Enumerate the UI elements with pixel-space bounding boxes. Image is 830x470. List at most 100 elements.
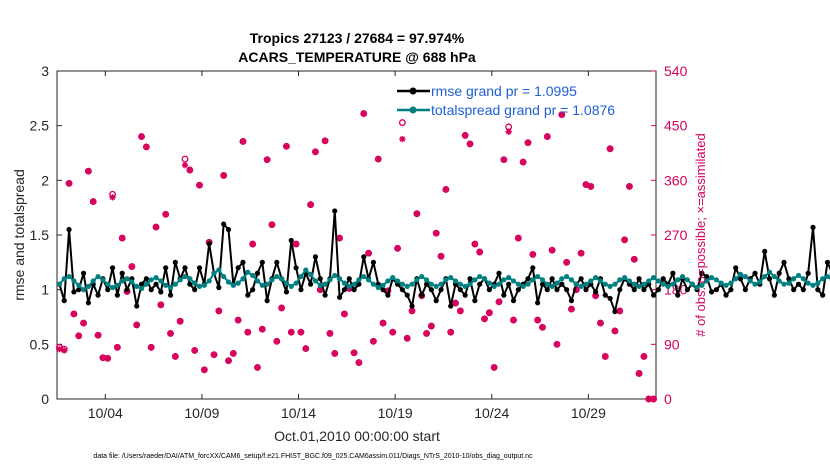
rmse-point — [264, 298, 270, 304]
rmse-point — [762, 248, 768, 254]
totalspread-point — [433, 283, 439, 289]
x-tick-label: 10/14 — [281, 405, 316, 421]
rmse-point — [399, 287, 405, 293]
rmse-point — [472, 298, 478, 304]
totalspread-point — [66, 273, 72, 280]
totalspread-point — [303, 267, 309, 273]
rmse-point — [351, 287, 357, 293]
totalspread-point — [143, 281, 149, 287]
rmse-point — [684, 287, 690, 293]
totalspread-point — [733, 276, 739, 282]
rmse-point — [438, 287, 444, 293]
y-right-tick-label: 90 — [664, 336, 680, 352]
obs-assimilated-marker — [534, 316, 541, 324]
obs-assimilated-marker — [394, 245, 401, 252]
rmse-point — [607, 295, 613, 302]
rmse-point — [477, 281, 483, 287]
obs-assimilated-marker — [114, 344, 121, 351]
obs-assimilated-marker — [109, 194, 116, 201]
obs-assimilated-marker — [490, 364, 498, 371]
totalspread-point — [506, 275, 512, 281]
totalspread-point — [95, 273, 101, 280]
totalspread-point — [564, 273, 570, 280]
obs-assimilated-marker — [350, 349, 358, 357]
rmse-point — [119, 270, 125, 276]
obs-assimilated-marker — [384, 287, 392, 295]
rmse-point — [167, 292, 174, 298]
totalspread-point — [679, 273, 686, 280]
obs-assimilated-marker — [249, 240, 256, 248]
totalspread-point — [820, 276, 826, 282]
totalspread-point — [588, 278, 594, 284]
obs-assimilated-marker — [375, 155, 382, 163]
totalspread-point — [602, 281, 608, 287]
totalspread-point — [530, 277, 536, 283]
obs-assimilated-marker — [244, 328, 252, 336]
rmse-point — [158, 289, 164, 295]
totalspread-point — [539, 277, 546, 283]
rmse-point — [370, 259, 377, 265]
obs-assimilated-marker — [486, 309, 493, 316]
x-axis: 10/04 10/09 10/14 10/19 10/24 10/29 — [88, 71, 606, 421]
obs-assimilated-marker — [519, 158, 527, 166]
rmse-point — [293, 265, 299, 271]
totalspread-point — [332, 272, 338, 279]
totalspread-point — [341, 280, 348, 286]
obs-assimilated-marker — [505, 128, 512, 135]
obs-assimilated-marker — [133, 321, 140, 329]
rmse-point — [766, 276, 773, 282]
y-tick-label: 0.5 — [30, 336, 50, 352]
totalspread-point — [114, 282, 120, 288]
obs-assimilated-marker — [104, 355, 111, 362]
rmse-point — [404, 292, 410, 298]
legend-totalspread-marker — [409, 106, 417, 114]
totalspread-point — [766, 269, 773, 275]
totalspread-point — [230, 282, 236, 288]
rmse-point — [776, 270, 782, 276]
rmse-point — [76, 287, 82, 293]
obs-assimilated-marker — [225, 357, 232, 364]
rmse-point — [66, 226, 72, 233]
rmse-point — [385, 292, 391, 298]
obs-assimilated-marker — [529, 251, 537, 258]
obs-assimilated-marker — [597, 319, 604, 327]
rmse-point — [733, 265, 739, 271]
obs-assimilated-marker — [577, 250, 585, 257]
y-axis-label: rmse and totalspread — [11, 169, 27, 301]
rmse-point — [298, 287, 304, 293]
totalspread-point — [288, 283, 294, 289]
obs-assimilated-marker — [302, 345, 309, 352]
y-axis-label-right: # of obs: o=possible; ×=assimilated — [693, 133, 708, 336]
rmse-point — [172, 259, 178, 265]
rmse-point — [515, 287, 521, 293]
obs-assimilated-marker — [495, 298, 503, 306]
obs-possible-marker — [181, 155, 189, 163]
totalspread-point — [375, 284, 381, 291]
rmse-point — [346, 276, 352, 282]
obs-assimilated-marker — [268, 221, 276, 228]
totalspread-point — [211, 270, 217, 276]
totalspread-point — [684, 277, 690, 283]
rmse-point — [824, 259, 830, 265]
totalspread-point — [56, 281, 63, 287]
totalspread-point — [593, 275, 599, 281]
obs-assimilated-marker — [360, 110, 367, 117]
totalspread-point — [423, 277, 430, 283]
rmse-point — [728, 287, 734, 293]
rmse-point — [254, 270, 261, 276]
obs-assimilated-marker — [119, 234, 126, 242]
rmse-point — [539, 281, 546, 287]
obs-assimilated-marker — [466, 140, 474, 148]
rmse-point — [308, 281, 314, 287]
totalspread-point — [158, 278, 164, 284]
rmse-point — [216, 284, 222, 291]
obs-assimilated-marker — [370, 338, 377, 345]
obs-assimilated-marker — [56, 345, 63, 353]
obs-assimilated-marker — [457, 307, 464, 315]
totalspread-point — [428, 281, 434, 287]
rmse-point — [134, 303, 140, 309]
totalspread-point — [370, 281, 377, 287]
legend-totalspread-label: totalspread grand pr = 1.0876 — [431, 102, 615, 118]
rmse-point — [675, 292, 681, 298]
totalspread-point — [515, 281, 521, 287]
